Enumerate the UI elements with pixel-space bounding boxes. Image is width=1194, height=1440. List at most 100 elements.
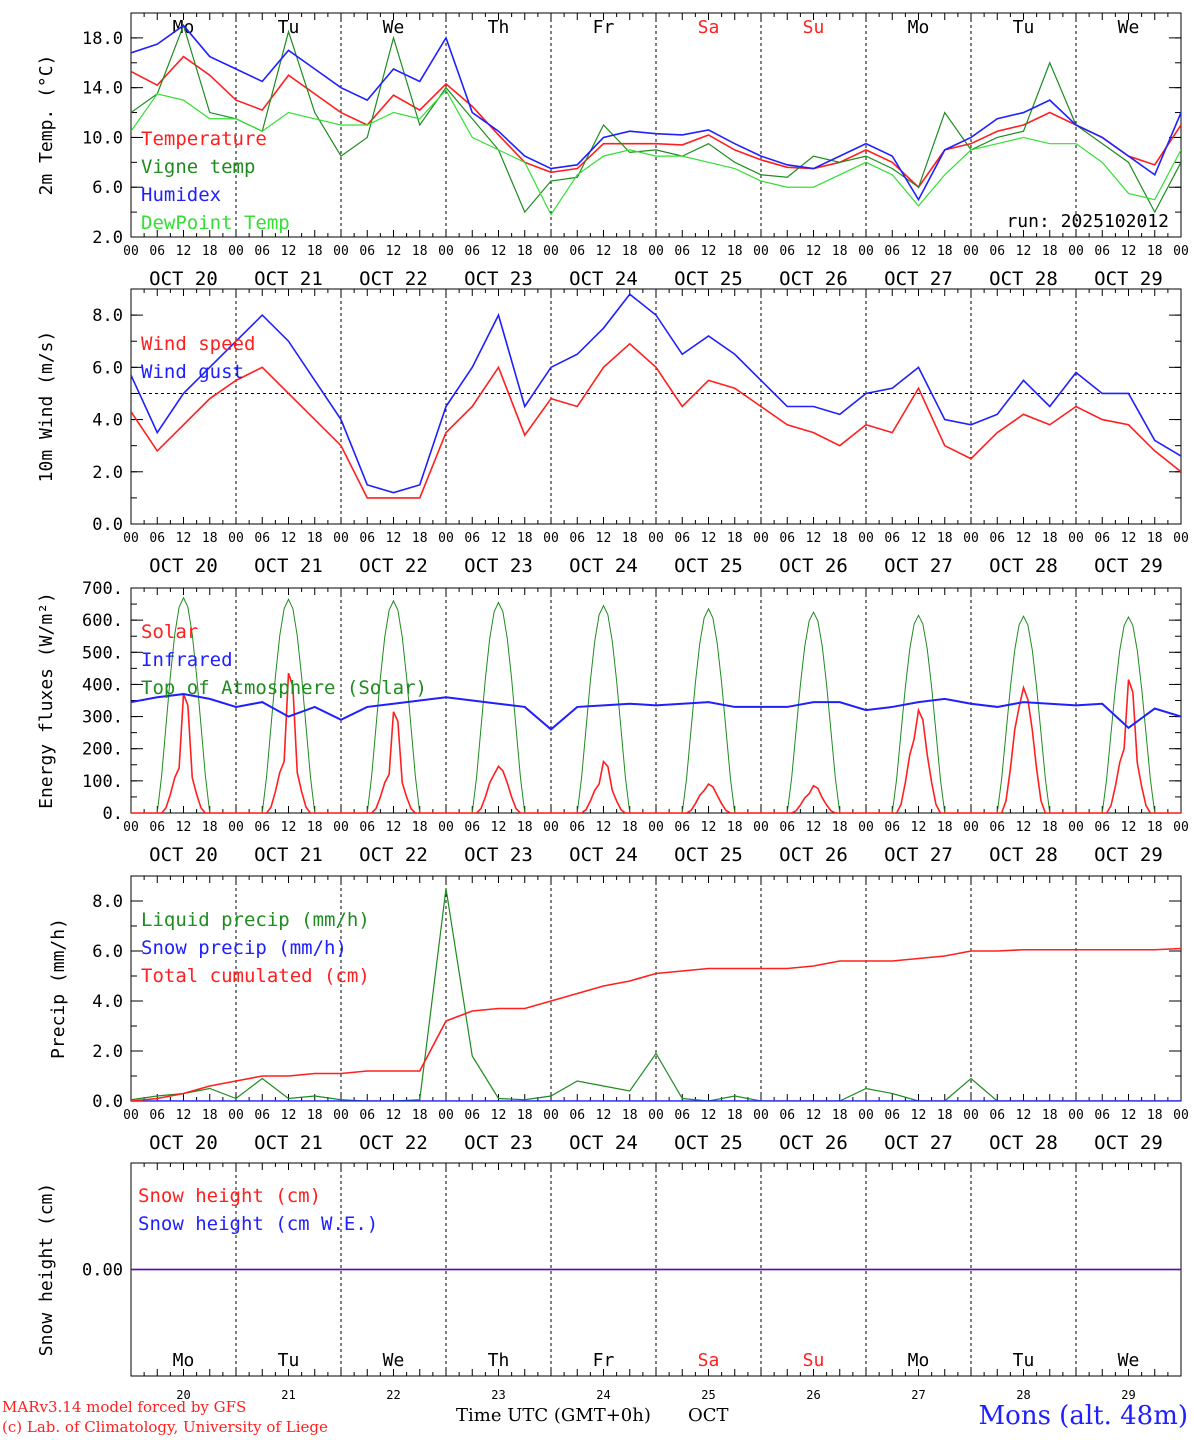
hour-tick-label: 18 <box>727 1108 743 1123</box>
y-axis-label: Precip (mm/h) <box>48 918 69 1059</box>
date-label: OCT 23 <box>464 555 533 577</box>
hour-tick-label: 12 <box>1121 820 1137 835</box>
hour-tick-label: 12 <box>911 820 927 835</box>
hour-tick-label: 18 <box>517 531 533 546</box>
hour-tick-label: 12 <box>806 531 822 546</box>
hour-tick-label: 00 <box>858 244 874 259</box>
hour-tick-label: 06 <box>569 244 585 259</box>
hour-tick-label: 12 <box>176 1108 192 1123</box>
hour-tick-label: 18 <box>937 820 953 835</box>
hour-tick-label: 12 <box>281 531 297 546</box>
hour-tick-label: 00 <box>438 820 454 835</box>
legend-temperature: Temperature <box>141 128 267 150</box>
day-number: 28 <box>1016 1388 1030 1402</box>
day-name: Mo <box>908 17 930 38</box>
day-name: Tu <box>278 17 300 38</box>
hour-tick-label: 12 <box>596 531 612 546</box>
hour-tick-label: 12 <box>1016 244 1032 259</box>
hour-tick-label: 06 <box>779 1108 795 1123</box>
hour-tick-label: 00 <box>123 531 139 546</box>
series-vigne-temp <box>131 23 1181 214</box>
hour-tick-label: 12 <box>596 244 612 259</box>
hour-tick-label: 12 <box>806 1108 822 1123</box>
date-label: OCT 28 <box>989 1132 1058 1154</box>
hour-tick-label: 12 <box>491 820 507 835</box>
day-name: Tu <box>1013 1350 1035 1371</box>
legend-vigne-temp: Vigne temp <box>141 156 255 178</box>
date-label: OCT 20 <box>149 268 218 290</box>
y-tick-label: 10.0 <box>82 128 123 148</box>
series-wind-speed <box>131 342 1181 499</box>
hour-tick-label: 06 <box>359 820 375 835</box>
hour-tick-label: 06 <box>884 244 900 259</box>
hour-tick-label: 18 <box>1147 1108 1163 1123</box>
hour-tick-label: 00 <box>753 1108 769 1123</box>
hour-tick-label: 00 <box>1068 1108 1084 1123</box>
panel-energy: 0. 100. 200. 300. 400. 500. 600. 700. Energy flu… <box>36 579 1189 866</box>
y-tick-label: 0.00 <box>82 1261 123 1281</box>
series-humidex <box>131 24 1181 202</box>
lab-credit: (c) Lab. of Climatology, University of L… <box>2 1418 328 1436</box>
hour-tick-label: 06 <box>674 820 690 835</box>
day-number: 20 <box>176 1388 190 1402</box>
hour-tick-label: 00 <box>1173 244 1189 259</box>
y-tick-label: 700. <box>82 579 123 599</box>
series-group <box>131 293 1181 499</box>
y-tick-label: 8.0 <box>92 306 123 326</box>
hour-tick-label: 18 <box>517 820 533 835</box>
y-tick-label: 600. <box>82 611 123 631</box>
hour-tick-label: 00 <box>123 244 139 259</box>
date-label: OCT 26 <box>779 268 848 290</box>
hour-tick-label: 06 <box>569 531 585 546</box>
date-label: OCT 21 <box>254 555 323 577</box>
hour-tick-label: 00 <box>858 531 874 546</box>
y-tick-label: 100. <box>82 772 123 792</box>
hour-tick-label: 00 <box>543 244 559 259</box>
time-axis-label: Time UTC (GMT+0h) <box>456 1405 651 1426</box>
hour-tick-label: 06 <box>359 244 375 259</box>
hour-tick-label: 00 <box>1173 820 1189 835</box>
legend-snow-height-cm-: Snow height (cm) <box>138 1185 321 1207</box>
hour-tick-label: 18 <box>1042 531 1058 546</box>
hour-tick-label: 00 <box>438 531 454 546</box>
hour-tick-label: 00 <box>543 820 559 835</box>
hour-tick-label: 06 <box>149 244 165 259</box>
hour-tick-label: 12 <box>1121 244 1137 259</box>
hour-tick-label: 12 <box>596 820 612 835</box>
y-axis-label: Energy fluxes (W/m²) <box>36 592 57 809</box>
hour-tick-label: 12 <box>386 1108 402 1123</box>
date-label: OCT 25 <box>674 268 743 290</box>
hour-tick-label: 06 <box>989 820 1005 835</box>
hour-tick-label: 00 <box>228 244 244 259</box>
date-label: OCT 21 <box>254 1132 323 1154</box>
hour-tick-label: 12 <box>281 244 297 259</box>
legend-solar: Solar <box>141 621 198 643</box>
date-label: OCT 26 <box>779 844 848 866</box>
hour-tick-label: 00 <box>648 244 664 259</box>
hour-tick-label: 12 <box>386 531 402 546</box>
hour-tick-label: 00 <box>123 820 139 835</box>
legend-humidex: Humidex <box>141 184 221 206</box>
hour-tick-label: 06 <box>674 1108 690 1123</box>
hour-tick-label: 00 <box>753 244 769 259</box>
hour-tick-label: 12 <box>1016 1108 1032 1123</box>
day-name: Su <box>803 17 825 38</box>
hour-tick-label: 06 <box>569 1108 585 1123</box>
day-name: Su <box>803 1350 825 1371</box>
hour-tick-label: 00 <box>333 820 349 835</box>
day-name: We <box>1118 17 1140 38</box>
legend-wind-gust: Wind gust <box>141 361 244 383</box>
day-name: Th <box>488 17 510 38</box>
legend-total-cumulated-cm-: Total cumulated (cm) <box>141 965 370 987</box>
hour-tick-label: 06 <box>149 820 165 835</box>
date-label: OCT 22 <box>359 268 428 290</box>
date-label: OCT 23 <box>464 844 533 866</box>
hour-tick-label: 18 <box>202 820 218 835</box>
hour-tick-label: 00 <box>333 1108 349 1123</box>
date-label: OCT 24 <box>569 1132 638 1154</box>
legend-snow-precip-mm-h-: Snow precip (mm/h) <box>141 937 347 959</box>
hour-tick-label: 06 <box>464 244 480 259</box>
hour-tick-label: 12 <box>491 244 507 259</box>
day-number: 23 <box>491 1388 505 1402</box>
y-tick-label: 6.0 <box>92 358 123 378</box>
